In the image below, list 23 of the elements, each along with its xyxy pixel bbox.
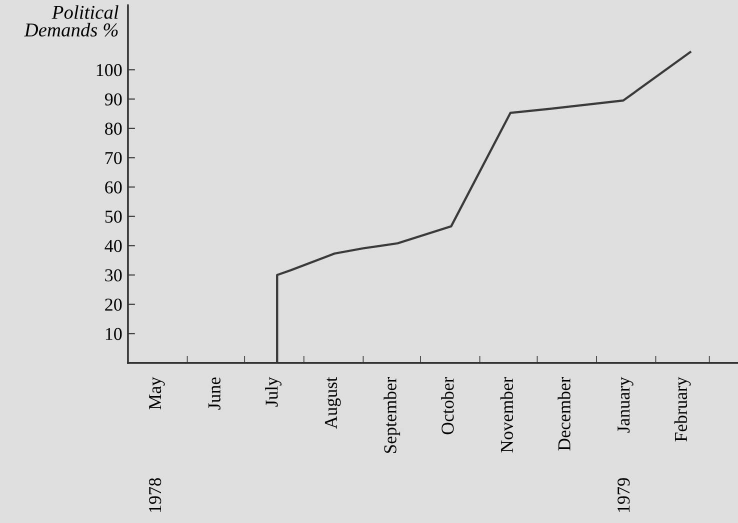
y-tick-label: 50 [105,210,122,223]
y-tick-label: 80 [105,122,122,135]
x-tick-label: June [208,377,220,410]
x-tick-label: May [149,376,165,410]
x-tick-label: August [324,376,341,429]
y-tick-label: 60 [105,181,122,194]
x-tick-label: January [618,376,634,433]
x-tick-label: September [384,377,400,453]
y-tick-label: 40 [104,240,122,252]
x-tick-label: October [441,377,454,434]
y-axis-title: Political Demands % [24,5,118,37]
text: 1978 [148,478,162,512]
y-tick-label: 30 [105,269,122,282]
y-tick-label: 70 [106,152,122,164]
x-tick-label: November [500,377,514,453]
y-tick-label: 100 [96,64,122,76]
x-tick-label: December [558,377,570,451]
y-tick-label: 90 [104,93,122,106]
x-tick-label: February [674,376,691,442]
x-tick-label: July [265,376,282,407]
y-tick-label: 20 [105,298,122,311]
text: 1979 [618,478,630,512]
y-tick-label: 10 [106,328,122,340]
